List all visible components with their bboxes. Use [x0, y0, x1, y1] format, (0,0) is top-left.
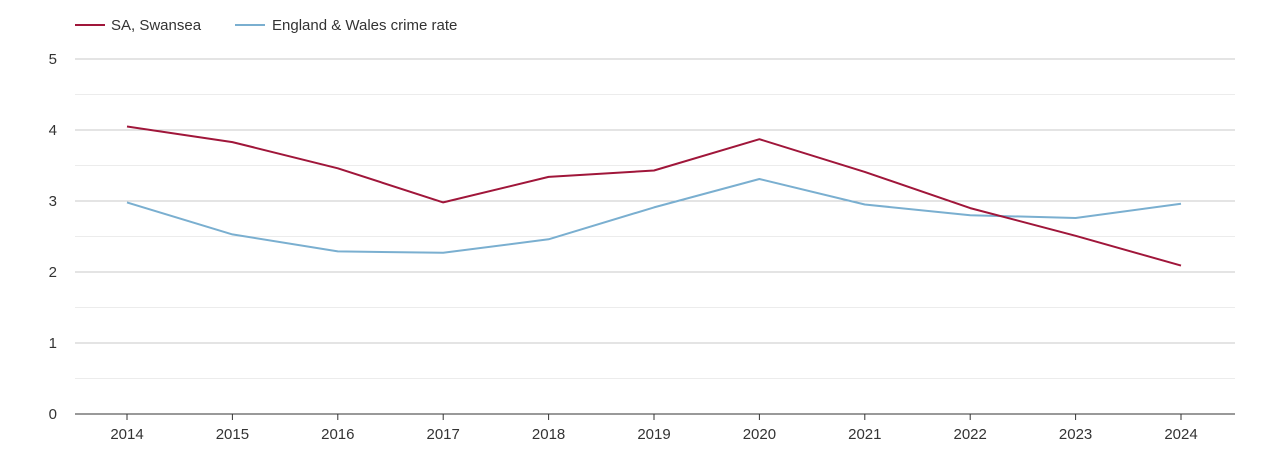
- gridlines: [75, 58, 1235, 379]
- x-tick-label: 2015: [216, 426, 249, 443]
- x-axis: 2014 2015 2016 2017 2018 2019 2020 2021 2022 2023…: [75, 413, 1235, 443]
- y-tick-label: 3: [49, 193, 57, 210]
- legend-item-england-wales[interactable]: England & Wales crime rate: [235, 17, 457, 34]
- legend: SA, Swansea England & Wales crime rate: [75, 17, 457, 34]
- y-axis: 0 1 2 3 4 5: [49, 51, 57, 423]
- series-layer: [126, 125, 1182, 267]
- x-tick-label: 2018: [532, 426, 565, 443]
- y-tick-label: 2: [49, 264, 57, 281]
- x-tick-label: 2014: [110, 426, 143, 443]
- x-tick-label: 2017: [427, 426, 460, 443]
- y-tick-label: 5: [49, 51, 57, 68]
- legend-label-england-wales: England & Wales crime rate: [272, 17, 457, 34]
- y-tick-label: 1: [49, 335, 57, 352]
- x-tick-label: 2022: [954, 426, 987, 443]
- y-tick-label: 0: [49, 406, 57, 423]
- series-line-swansea: [126, 125, 1182, 267]
- x-tick-label: 2024: [1164, 426, 1197, 443]
- x-tick-label: 2019: [637, 426, 670, 443]
- x-tick-label: 2021: [848, 426, 881, 443]
- y-tick-label: 4: [49, 122, 57, 139]
- x-tick-label: 2020: [743, 426, 776, 443]
- x-tick-label: 2016: [321, 426, 354, 443]
- legend-item-swansea[interactable]: SA, Swansea: [75, 17, 202, 34]
- x-tick-label: 2023: [1059, 426, 1092, 443]
- legend-label-swansea: SA, Swansea: [111, 17, 202, 34]
- series-line-england-wales: [126, 178, 1182, 254]
